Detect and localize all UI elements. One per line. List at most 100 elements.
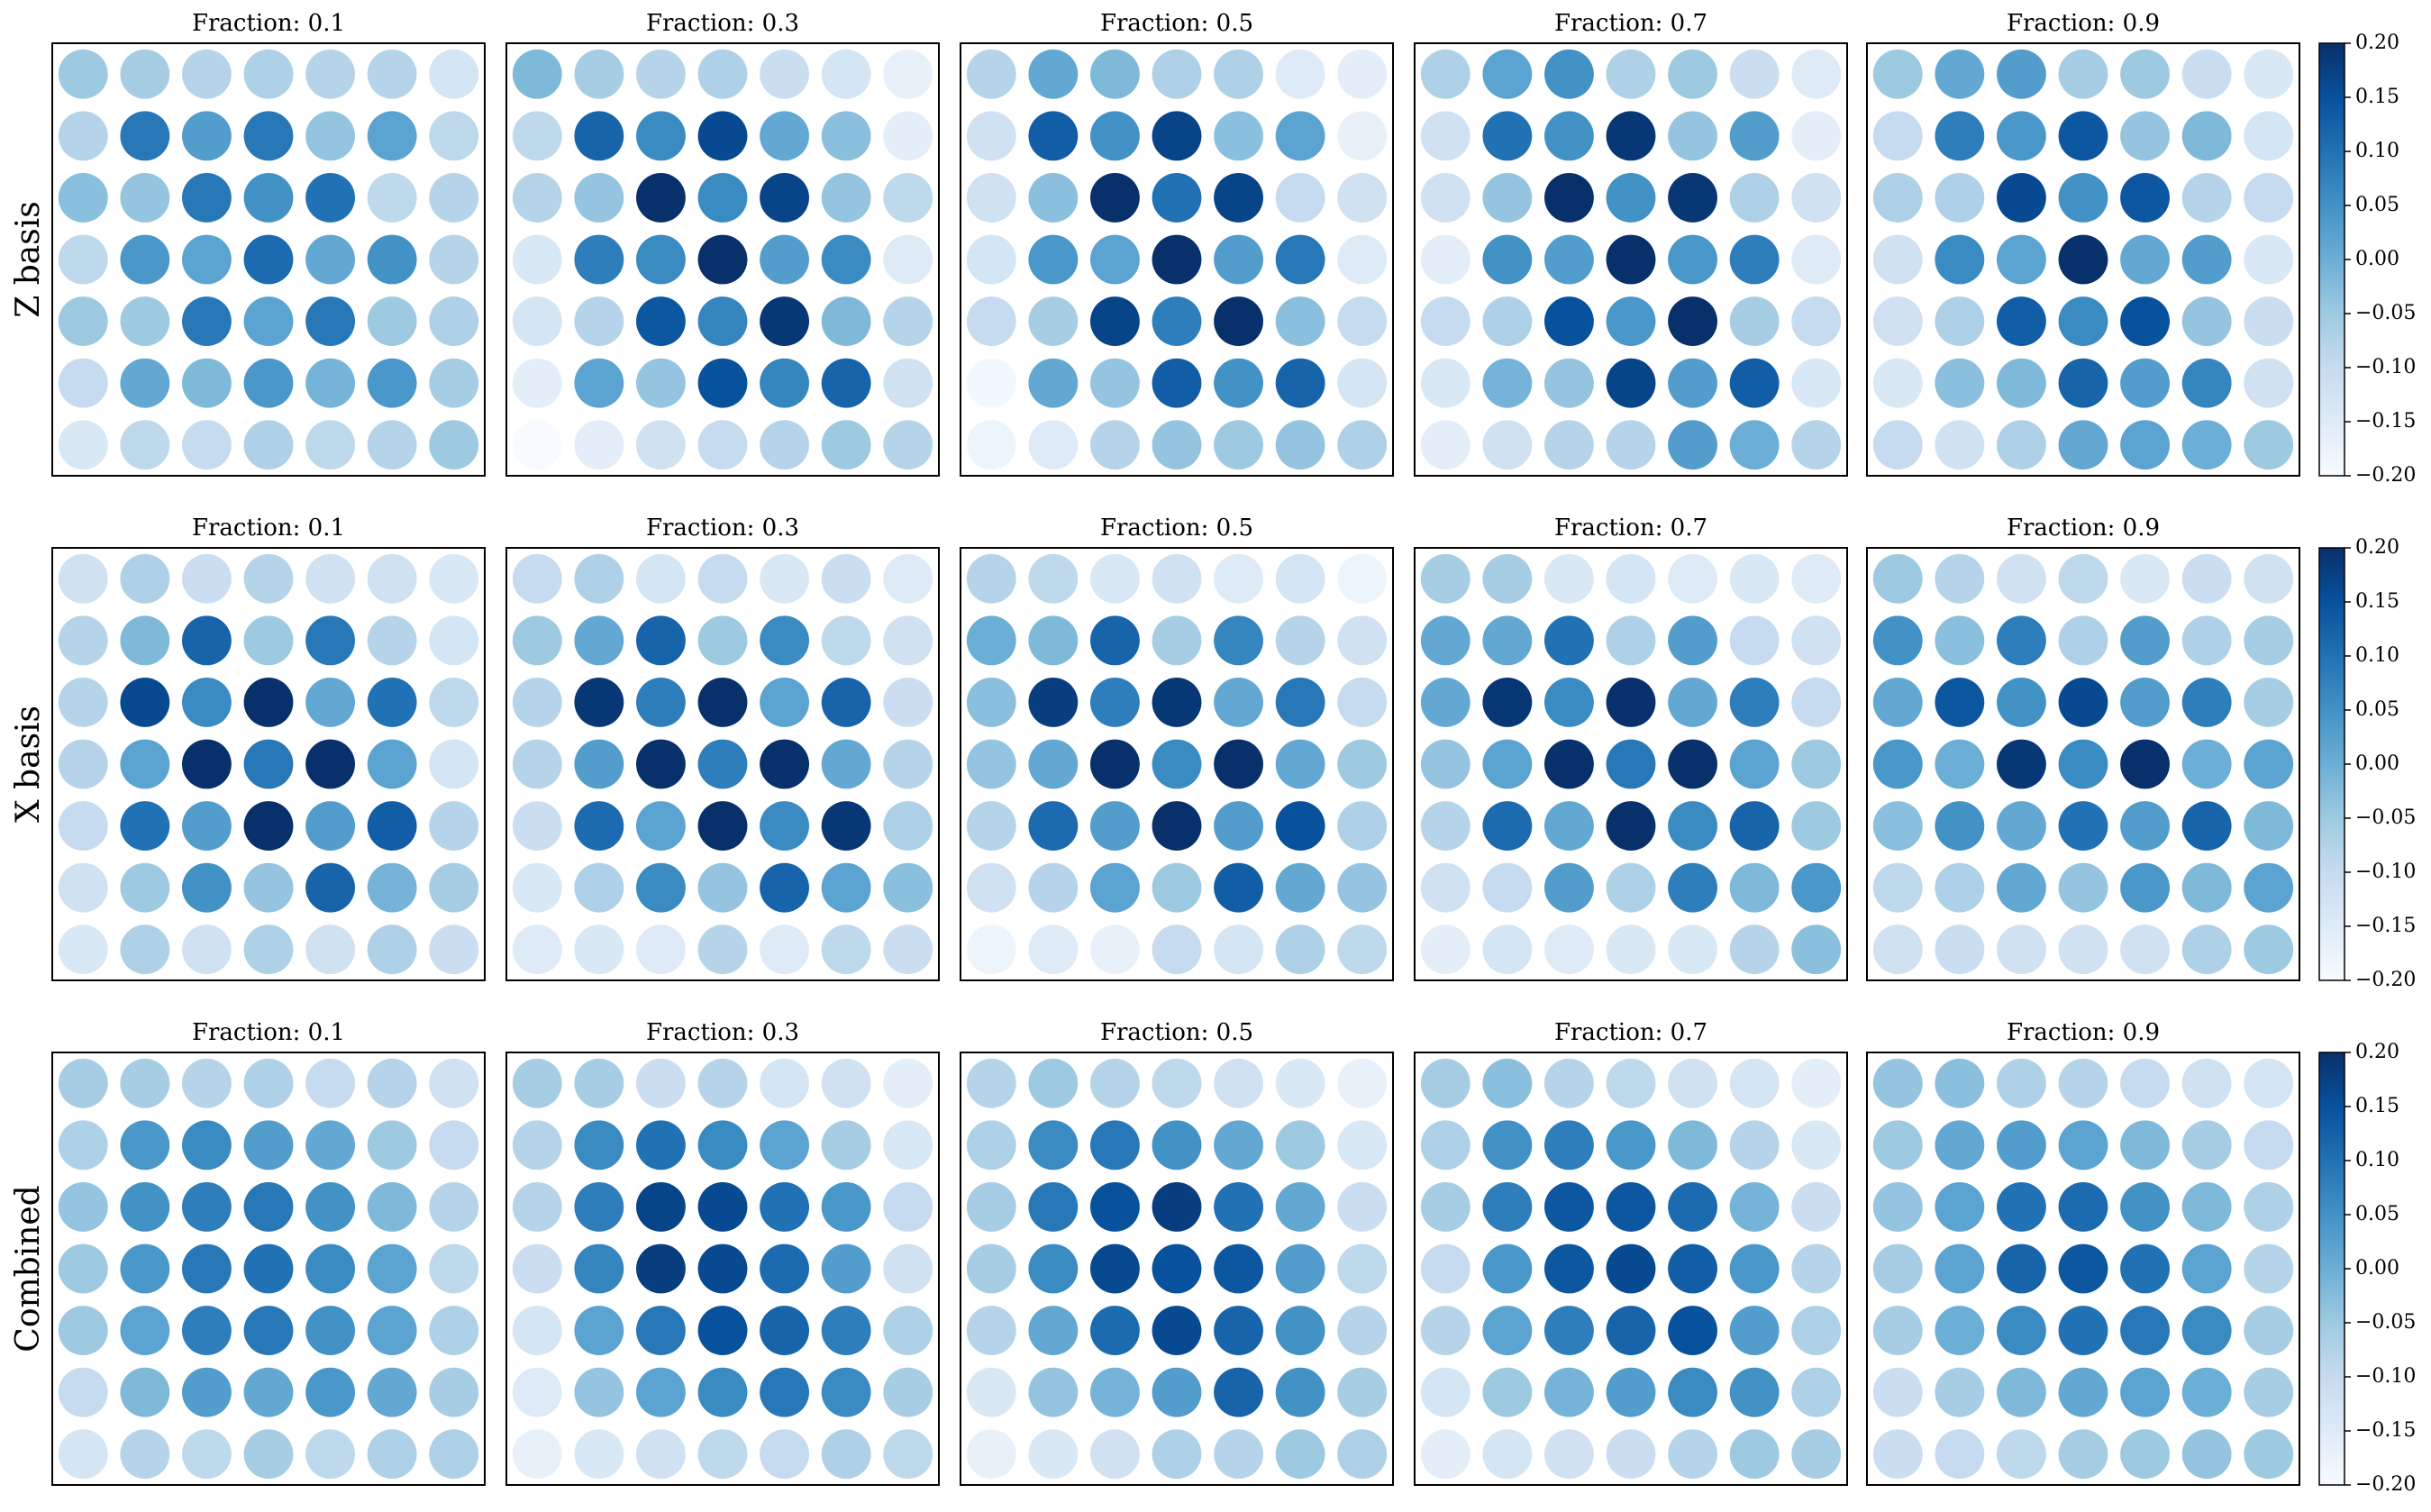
data-point xyxy=(1482,1058,1533,1108)
data-point xyxy=(1028,862,1079,913)
data-point xyxy=(1729,420,1780,470)
data-point xyxy=(120,553,170,604)
data-point xyxy=(2244,1243,2294,1294)
data-point xyxy=(1420,234,1470,285)
data-point xyxy=(1606,173,1656,223)
data-point xyxy=(1544,1120,1594,1170)
data-point xyxy=(636,1367,686,1417)
data-point xyxy=(883,420,933,470)
data-point xyxy=(883,49,933,99)
data-point xyxy=(966,925,1016,975)
data-point xyxy=(1337,296,1388,347)
data-point xyxy=(305,1306,356,1355)
data-point xyxy=(1791,1182,1842,1232)
colorbar-tick-label: 0.10 xyxy=(2355,140,2399,162)
data-point xyxy=(1275,1182,1325,1232)
data-point xyxy=(574,1367,624,1417)
data-point xyxy=(305,420,356,470)
data-point xyxy=(429,1120,479,1170)
data-point xyxy=(2120,49,2171,99)
data-point xyxy=(182,296,232,347)
data-point xyxy=(966,1243,1016,1294)
data-point xyxy=(1337,111,1388,161)
data-point xyxy=(883,615,933,666)
data-point xyxy=(883,678,933,727)
data-point xyxy=(1668,1120,1717,1170)
data-point xyxy=(1420,801,1470,851)
data-point xyxy=(1668,553,1717,604)
data-point xyxy=(883,553,933,604)
data-point xyxy=(2244,1367,2294,1417)
data-point xyxy=(120,1058,170,1108)
row-2: Combined Fraction: 0.1 Fraction: 0.3 Fracti… xyxy=(10,1019,2416,1496)
data-point xyxy=(120,678,170,727)
data-point xyxy=(697,862,748,913)
data-point xyxy=(1872,615,1923,666)
data-point xyxy=(1482,1120,1533,1170)
data-point xyxy=(1482,1182,1533,1232)
data-point xyxy=(2058,1306,2108,1355)
data-point xyxy=(1275,111,1325,161)
data-point xyxy=(1337,739,1388,789)
data-point xyxy=(1997,1367,2046,1417)
data-point xyxy=(760,1058,809,1108)
data-point xyxy=(2058,615,2108,666)
data-point xyxy=(1872,739,1923,789)
data-point xyxy=(1997,925,2046,975)
data-point xyxy=(1668,234,1717,285)
data-point xyxy=(2120,420,2171,470)
data-point xyxy=(120,862,170,913)
data-point xyxy=(1997,1182,2046,1232)
data-point xyxy=(1791,358,1842,408)
panel: Fraction: 0.5 xyxy=(960,10,1394,477)
colorbar-tick-label: −0.10 xyxy=(2355,1365,2416,1388)
data-point xyxy=(1090,1058,1140,1108)
data-point xyxy=(2244,111,2294,161)
data-point xyxy=(1544,1306,1594,1355)
data-point xyxy=(2244,553,2294,604)
panel-title: Fraction: 0.5 xyxy=(1100,10,1253,37)
data-point xyxy=(697,1058,748,1108)
data-point xyxy=(120,49,170,99)
data-point xyxy=(1152,1182,1202,1232)
data-point xyxy=(367,801,417,851)
data-point xyxy=(367,173,417,223)
data-point xyxy=(1668,1058,1717,1108)
data-point xyxy=(58,173,108,223)
data-point xyxy=(1152,553,1202,604)
data-point xyxy=(574,111,624,161)
data-point xyxy=(1337,420,1388,470)
data-point xyxy=(1729,49,1780,99)
data-point xyxy=(1606,49,1656,99)
data-point xyxy=(1544,234,1594,285)
data-point xyxy=(2181,173,2232,223)
colorbar-tick-label: 0.00 xyxy=(2355,752,2399,775)
data-point xyxy=(1028,739,1079,789)
data-point xyxy=(821,420,871,470)
data-point xyxy=(1544,862,1594,913)
data-point xyxy=(429,615,479,666)
data-point xyxy=(1152,615,1202,666)
data-point xyxy=(243,739,294,789)
data-point xyxy=(1729,615,1780,666)
data-point xyxy=(1482,358,1533,408)
data-point xyxy=(697,1243,748,1294)
data-point xyxy=(1090,925,1140,975)
colorbar-gradient xyxy=(2318,547,2345,981)
data-point xyxy=(1214,1306,1263,1355)
data-point xyxy=(305,358,356,408)
data-point xyxy=(512,1367,562,1417)
data-point xyxy=(1935,801,1985,851)
data-point xyxy=(1935,678,1985,727)
data-point xyxy=(1214,1243,1263,1294)
data-point xyxy=(243,296,294,347)
data-point xyxy=(2058,1058,2108,1108)
panel-title: Fraction: 0.5 xyxy=(1100,515,1253,542)
data-point xyxy=(636,615,686,666)
data-point xyxy=(1544,801,1594,851)
data-point xyxy=(1090,1367,1140,1417)
data-point xyxy=(1791,1058,1842,1108)
data-point xyxy=(1420,358,1470,408)
data-point xyxy=(305,739,356,789)
data-point xyxy=(883,739,933,789)
